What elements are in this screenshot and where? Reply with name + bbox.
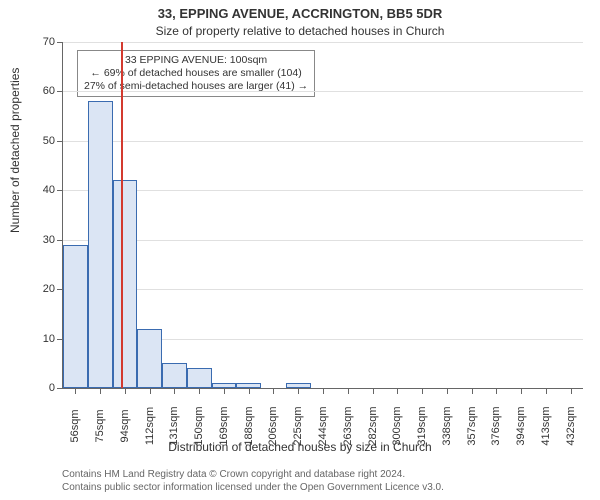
annotation-box: 33 EPPING AVENUE: 100sqm ← 69% of detach… (77, 50, 315, 97)
bar (88, 101, 113, 388)
x-tick (521, 388, 522, 394)
x-tick (496, 388, 497, 394)
y-tick (57, 42, 63, 43)
x-tick (100, 388, 101, 394)
x-tick-label: 75sqm (94, 409, 106, 442)
x-tick (249, 388, 250, 394)
x-tick (422, 388, 423, 394)
gridline (63, 289, 583, 290)
x-tick (546, 388, 547, 394)
x-tick (125, 388, 126, 394)
x-tick (373, 388, 374, 394)
marker-line (121, 42, 123, 388)
footer-line1: Contains HM Land Registry data © Crown c… (62, 468, 444, 481)
y-tick-label: 70 (43, 36, 55, 48)
bar (113, 180, 138, 388)
y-tick (57, 190, 63, 191)
x-tick (199, 388, 200, 394)
y-tick-label: 60 (43, 85, 55, 97)
gridline (63, 91, 583, 92)
x-tick (150, 388, 151, 394)
gridline (63, 141, 583, 142)
x-tick (273, 388, 274, 394)
footer-text: Contains HM Land Registry data © Crown c… (62, 468, 444, 494)
chart-title: 33, EPPING AVENUE, ACCRINGTON, BB5 5DR (0, 6, 600, 21)
x-tick-label: 94sqm (119, 409, 131, 442)
plot-area: 33 EPPING AVENUE: 100sqm ← 69% of detach… (62, 42, 583, 389)
bar (137, 329, 162, 388)
x-tick (75, 388, 76, 394)
y-tick (57, 141, 63, 142)
x-tick (571, 388, 572, 394)
x-tick (323, 388, 324, 394)
x-tick (224, 388, 225, 394)
bar (63, 245, 88, 388)
x-tick (298, 388, 299, 394)
y-tick (57, 388, 63, 389)
gridline (63, 240, 583, 241)
x-axis-label: Distribution of detached houses by size … (0, 440, 600, 454)
x-tick (397, 388, 398, 394)
x-tick (472, 388, 473, 394)
chart-container: 33, EPPING AVENUE, ACCRINGTON, BB5 5DR S… (0, 0, 600, 500)
annotation-line2: ← 69% of detached houses are smaller (10… (84, 67, 308, 80)
x-tick (174, 388, 175, 394)
x-tick (447, 388, 448, 394)
chart-subtitle: Size of property relative to detached ho… (0, 24, 600, 38)
footer-line2: Contains public sector information licen… (62, 481, 444, 494)
y-tick-label: 10 (43, 333, 55, 345)
y-tick-label: 40 (43, 184, 55, 196)
y-tick-label: 30 (43, 234, 55, 246)
gridline (63, 190, 583, 191)
y-axis-label: Number of detached properties (8, 68, 22, 233)
gridline (63, 42, 583, 43)
bar (187, 368, 212, 388)
x-tick (348, 388, 349, 394)
x-tick-label: 56sqm (69, 409, 81, 442)
annotation-line1: 33 EPPING AVENUE: 100sqm (84, 54, 308, 67)
y-tick-label: 20 (43, 283, 55, 295)
y-tick-label: 50 (43, 135, 55, 147)
y-tick (57, 91, 63, 92)
y-tick-label: 0 (49, 382, 55, 394)
bar (162, 363, 187, 388)
y-tick (57, 240, 63, 241)
